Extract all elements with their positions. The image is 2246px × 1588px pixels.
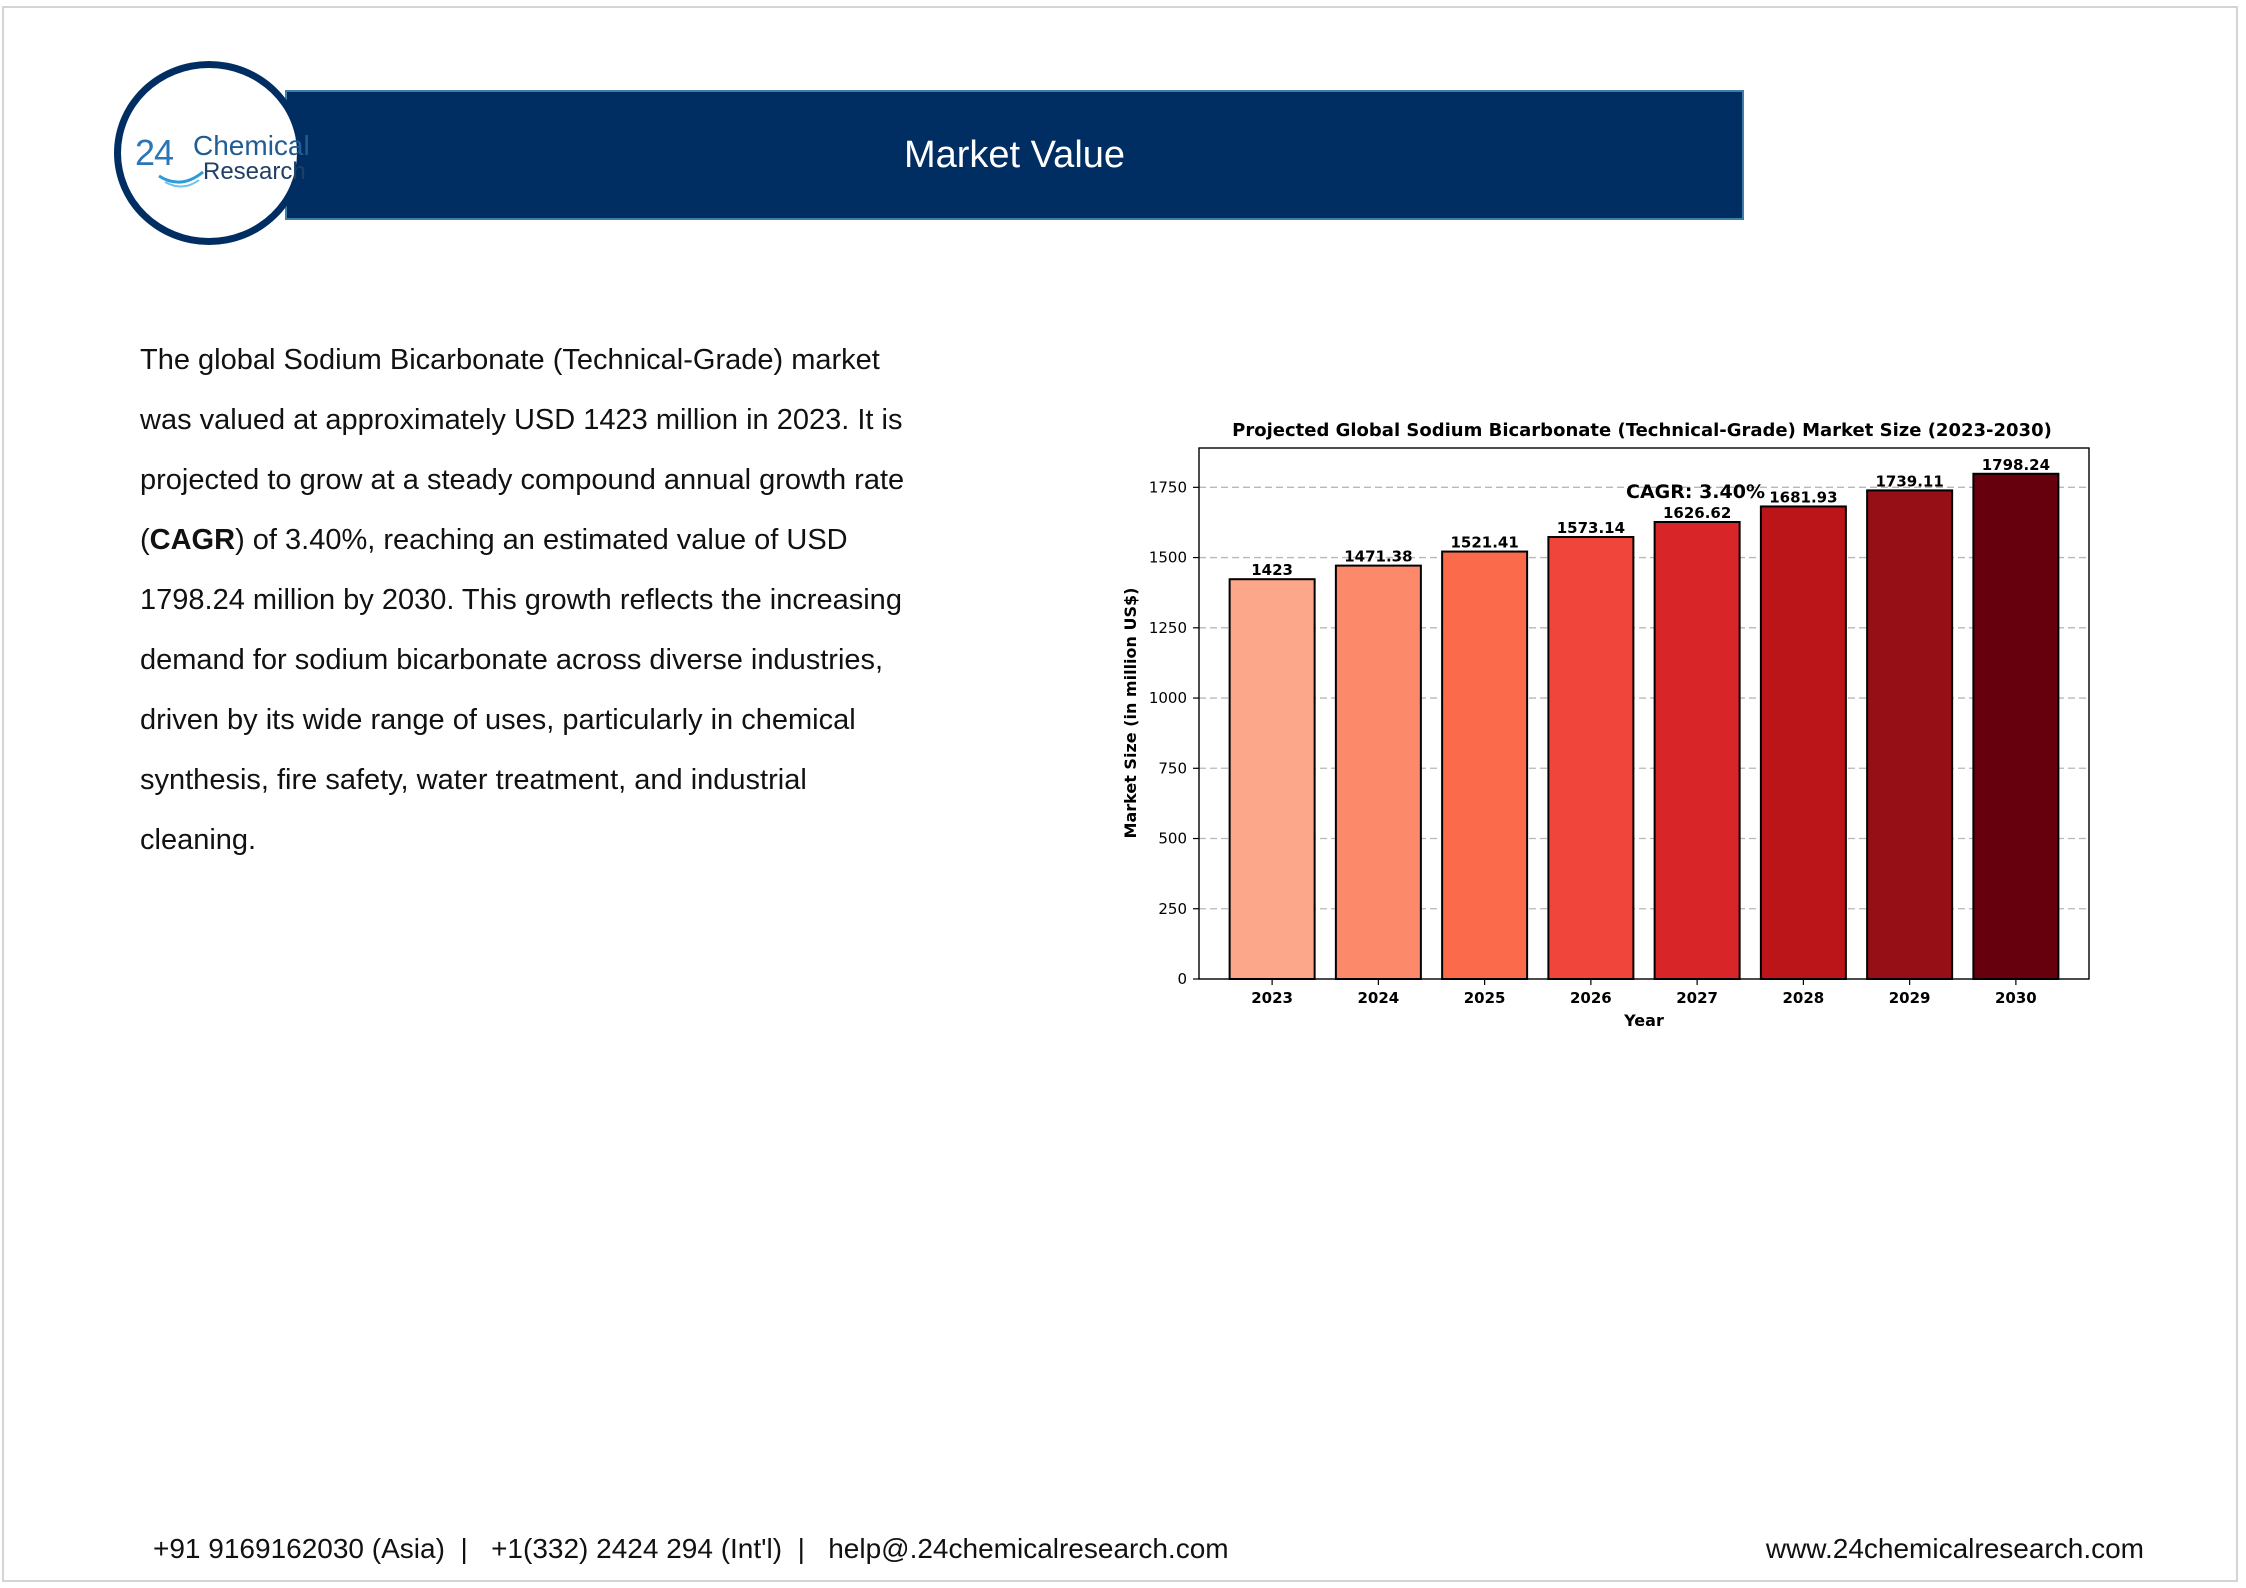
description-part-1: The global Sodium Bicarbonate (Technical…: [140, 344, 905, 556]
description-bold-cagr: CAGR: [149, 524, 236, 556]
page-title: Market Value: [903, 133, 1126, 176]
logo-mark: 24 Chemical Research: [133, 128, 310, 188]
chart-x-tick-label: 2023: [1251, 989, 1293, 1007]
chart-y-tick-label: 1250: [1149, 619, 1187, 637]
chart-plot-frame: [1198, 447, 2090, 980]
chart-x-ticks: 2023 2024 2025 2026 2027 2028 2029 2030: [1251, 979, 2037, 1007]
logo-number: 24: [135, 132, 174, 173]
chart-bar: [1441, 550, 1529, 980]
chart-x-tick-label: 2030: [1995, 989, 2037, 1007]
chart-x-tick-label: 2027: [1676, 989, 1718, 1007]
chart-y-tick-label: 750: [1158, 759, 1187, 777]
logo-word-research: Research: [203, 158, 306, 185]
chart-y-tick-label: 0: [1177, 970, 1187, 988]
chart-y-tick-label: 1750: [1149, 478, 1187, 496]
chart-y-tick-label: 1500: [1149, 549, 1187, 567]
chart-data-label: 1471.38: [1344, 548, 1412, 566]
chart-bar: [1334, 564, 1422, 981]
chart-data-label: 1798.24: [1982, 456, 2050, 474]
chart-y-axis-label: Market Size (in million US$): [1121, 588, 1140, 839]
chart-x-tick-label: 2029: [1889, 989, 1931, 1007]
chart-y-tick-label: 500: [1158, 830, 1187, 848]
chart-title: Projected Global Sodium Bicarbonate (Tec…: [1232, 420, 2052, 441]
chart-data-label: 1681.93: [1769, 488, 1837, 506]
chart-y-tick-label: 1000: [1149, 689, 1187, 707]
chart-y-ticks: 0 250 500 750 1000 1250 1500 1750: [1149, 478, 1199, 988]
chart-bar: [1547, 536, 1635, 980]
chart-bars: [1228, 472, 2060, 981]
chart-bar: [1759, 505, 1847, 980]
chart-bar: [1653, 520, 1741, 981]
chart-x-tick-label: 2026: [1570, 989, 1612, 1007]
logo-swirl-icon: [158, 170, 204, 188]
chart-data-label: 1423: [1251, 561, 1293, 579]
chart-y-tick-label: 250: [1158, 900, 1187, 918]
chart-bar: [1228, 578, 1316, 980]
chart-data-label: 1573.14: [1557, 519, 1625, 537]
chart-data-label: 1739.11: [1875, 472, 1943, 490]
chart-x-tick-label: 2025: [1464, 989, 1506, 1007]
chart-bar: [1972, 472, 2060, 981]
footer-contacts: +91 9169162030 (Asia) | +1(332) 2424 294…: [153, 1533, 1229, 1564]
chart-bar: [1866, 489, 1954, 980]
logo-word-chemical: Chemical: [193, 130, 310, 161]
market-description: The global Sodium Bicarbonate (Technical…: [140, 330, 930, 870]
chart-value-labels: 1423 1471.38 1521.41 1573.14 1626.62 1681.93 1…: [1251, 456, 2050, 579]
chart-x-axis-label: Year: [1623, 1011, 1664, 1030]
chart-x-tick-label: 2024: [1358, 989, 1400, 1007]
chart-cagr-annotation: CAGR: 3.40%: [1626, 481, 1765, 503]
chart-data-label: 1521.41: [1450, 534, 1518, 552]
chart-gridlines: [1199, 486, 2089, 910]
page-frame: [2, 6, 2238, 1582]
header-banner: Market Value: [285, 90, 1744, 220]
footer-website-link[interactable]: www.24chemicalresearch.com: [1765, 1533, 2144, 1564]
chart-x-tick-label: 2028: [1783, 989, 1825, 1007]
chart-data-label: 1626.62: [1663, 504, 1731, 522]
market-size-chart: Projected Global Sodium Bicarbonate (Tec…: [1121, 420, 2090, 1030]
description-part-2: ) of 3.40%, reaching an estimated value …: [140, 524, 902, 856]
company-logo: 24 Chemical Research: [114, 61, 310, 245]
